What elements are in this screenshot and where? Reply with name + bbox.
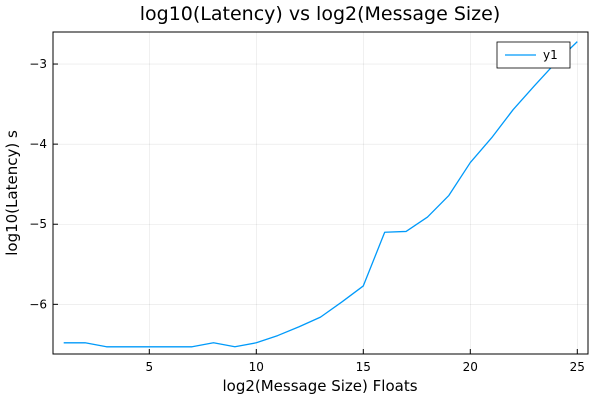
plot-frame bbox=[52, 31, 589, 355]
x-tick-label: 20 bbox=[463, 360, 478, 374]
y-tick-label: −5 bbox=[29, 217, 47, 231]
grid bbox=[53, 32, 588, 354]
y-tick-label: −6 bbox=[29, 297, 47, 311]
y-tick-label: −3 bbox=[29, 57, 47, 71]
legend: y1 bbox=[496, 41, 571, 69]
x-tick-label: 25 bbox=[570, 360, 585, 374]
legend-label-y1: y1 bbox=[543, 48, 558, 62]
axis-ticks: 5 10 15 20 25 −6 −5 −4 −3 bbox=[29, 57, 585, 374]
chart-title: log10(Latency) vs log2(Message Size) bbox=[140, 3, 500, 25]
x-tick-label: 5 bbox=[145, 360, 153, 374]
x-tick-label: 15 bbox=[356, 360, 371, 374]
x-tick-label: 10 bbox=[249, 360, 264, 374]
series-line-y1 bbox=[63, 41, 578, 348]
y-tick-label: −4 bbox=[29, 137, 47, 151]
x-axis-label: log2(Message Size) Floats bbox=[222, 377, 417, 395]
series-layer bbox=[63, 41, 578, 348]
y-axis-label: log10(Latency) s bbox=[3, 130, 21, 256]
